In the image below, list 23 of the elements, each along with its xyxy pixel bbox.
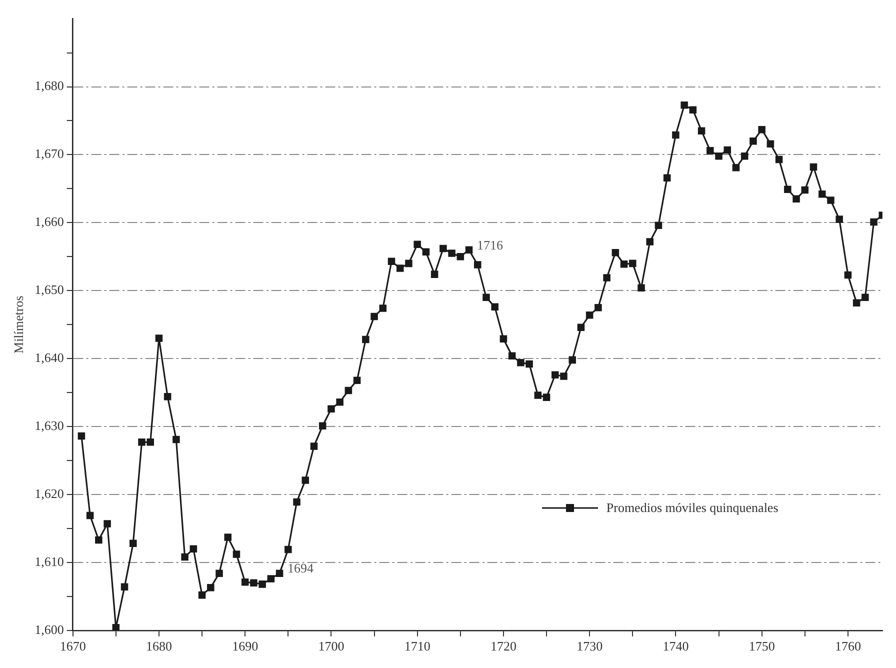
y-tick-label: 1,610 [34,554,64,569]
x-tick-label: 1740 [662,638,689,654]
x-tick-label: 1730 [576,638,603,654]
y-tick-label: 1,670 [34,146,64,162]
annotation: 1716 [477,237,504,252]
x-tick-label: 1710 [404,638,430,654]
y-axis-title: Milímetros [11,296,26,354]
x-tick-label: 1680 [146,638,172,654]
y-tick-label: 1,650 [34,282,64,298]
y-tick-label: 1,600 [34,622,64,637]
y-tick-label: 1,680 [34,78,64,94]
x-tick-label: 1670 [60,638,86,654]
x-tick-label: 1720 [490,638,516,654]
annotation: 1694 [288,560,314,576]
x-tick-label: 1700 [318,638,344,654]
y-tick-label: 1,640 [34,350,64,365]
legend-label: Promedios móviles quinquenales [606,500,778,516]
y-tick-label: 1,620 [34,486,64,501]
x-tick-label: 1750 [748,638,775,654]
x-tick-label: 1690 [232,638,258,654]
y-tick-label: 1,630 [34,418,64,433]
x-tick-label: 1760 [834,638,861,654]
y-tick-label: 1,660 [34,214,64,230]
